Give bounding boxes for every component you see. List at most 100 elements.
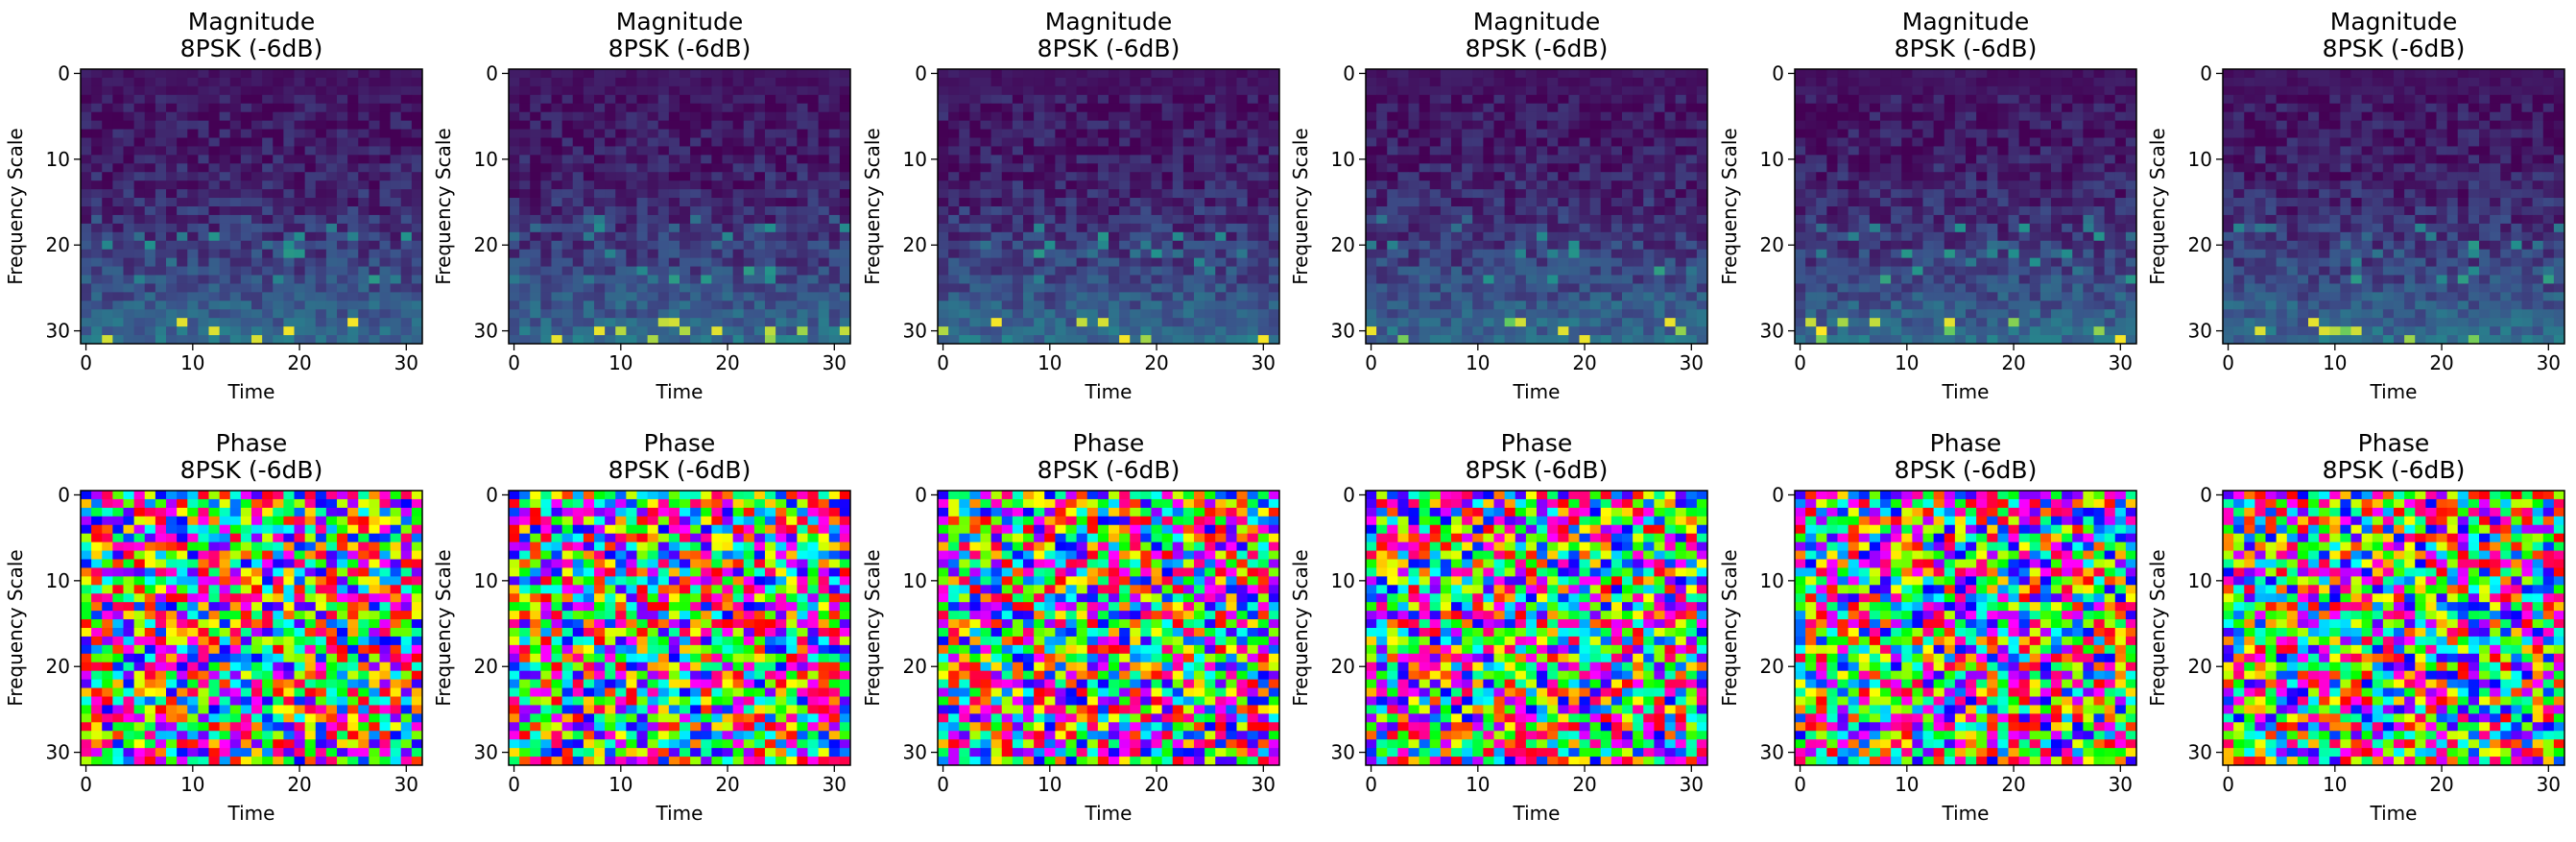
heatmap-cell [1044, 198, 1056, 207]
heatmap-cell [1537, 172, 1548, 181]
heatmap-cell [647, 335, 659, 345]
heatmap-cell [1622, 103, 1634, 113]
heatmap-cell [818, 77, 830, 87]
heatmap-cell [1109, 189, 1120, 199]
heatmap-cell [337, 137, 348, 147]
heatmap-cell [1044, 155, 1056, 164]
heatmap-cell [1654, 129, 1665, 138]
heatmap-cell [2125, 69, 2137, 79]
heatmap-cell [102, 189, 113, 199]
heatmap-cell [251, 163, 263, 173]
heatmap-cell [1600, 240, 1612, 251]
heatmap-cell [102, 137, 113, 147]
heatmap-cell [657, 163, 670, 173]
heatmap-cell [1366, 111, 1377, 122]
heatmap-cell [283, 163, 295, 173]
heatmap-cell [1012, 249, 1024, 259]
heatmap-cell [647, 94, 659, 105]
heatmap-cell [229, 292, 242, 301]
heatmap-cell [1891, 206, 1902, 216]
heatmap-cell [1987, 146, 1998, 156]
heatmap-cell [775, 283, 787, 293]
heatmap-cell [2104, 231, 2116, 242]
heatmap-cell [1805, 180, 1817, 190]
heatmap-cell [753, 266, 766, 276]
heatmap-cell [1826, 240, 1838, 251]
heatmap-cell [1869, 163, 1881, 173]
heatmap-cell [1622, 249, 1634, 259]
heatmap-cell [938, 129, 949, 138]
heatmap-cell [2104, 120, 2116, 130]
heatmap-cell [583, 198, 595, 207]
heatmap-cell [294, 240, 306, 251]
heatmap-cell [743, 155, 755, 164]
heatmap-cell [980, 198, 992, 207]
heatmap-cell [839, 240, 851, 251]
heatmap-cell [2029, 163, 2041, 173]
heatmap-cell [1944, 231, 1956, 242]
heatmap-cell [1119, 309, 1131, 319]
heatmap-cell [828, 214, 841, 225]
heatmap-cell [273, 146, 284, 156]
heatmap-cell [283, 275, 295, 284]
heatmap-cell [219, 266, 231, 276]
heatmap-cell [1130, 214, 1141, 225]
heatmap-cell [337, 189, 348, 199]
heatmap-cell [1654, 318, 1665, 327]
heatmap-cell [369, 103, 380, 113]
heatmap-cell [1610, 137, 1623, 147]
heatmap-cell [1161, 326, 1174, 336]
heatmap-cell [1944, 257, 1956, 267]
heatmap-cell [1023, 249, 1035, 259]
heatmap-cell [198, 163, 209, 173]
heatmap-cell [948, 111, 960, 122]
heatmap-cell [1622, 69, 1634, 79]
heatmap-cell [2029, 249, 2041, 259]
heatmap-cell [2018, 163, 2031, 173]
heatmap-cell [2008, 172, 2020, 181]
heatmap-cell [680, 257, 691, 267]
x-tick-label: 0 [937, 351, 949, 374]
heatmap-cell [561, 318, 574, 327]
heatmap-cell [583, 137, 595, 147]
heatmap-cell [701, 163, 712, 173]
heatmap-cell [102, 111, 113, 122]
heatmap-cell [668, 318, 680, 327]
heatmap-cell [1880, 69, 1892, 79]
heatmap-cell [219, 223, 231, 233]
heatmap-cell [1023, 129, 1035, 138]
heatmap-cell [1012, 223, 1024, 233]
heatmap-cell [839, 223, 851, 233]
heatmap-cell [969, 129, 981, 138]
heatmap-cell [1161, 292, 1174, 301]
heatmap-cell [1376, 77, 1388, 87]
heatmap-cell [668, 69, 680, 79]
heatmap-cell [325, 120, 338, 130]
heatmap-cell [1472, 85, 1484, 96]
heatmap-cell [1558, 198, 1569, 207]
heatmap-cell [208, 223, 221, 233]
heatmap-cell [229, 249, 242, 259]
heatmap-cell [1664, 309, 1677, 319]
heatmap-cell [1001, 189, 1014, 199]
heatmap-cell [229, 309, 242, 319]
heatmap-cell [2029, 266, 2041, 276]
heatmap-cell [1023, 180, 1035, 190]
heatmap-cell [198, 309, 209, 319]
heatmap-cell [1055, 198, 1066, 207]
heatmap-cell [1600, 309, 1612, 319]
heatmap-cell [1440, 240, 1452, 251]
heatmap-cell [1397, 111, 1409, 122]
heatmap-cell [315, 249, 327, 259]
heatmap-cell [1568, 129, 1580, 138]
heatmap-cell [177, 309, 188, 319]
heatmap-cell [166, 301, 178, 310]
heatmap-cell [1664, 172, 1677, 181]
heatmap-cell [711, 206, 723, 216]
heatmap-cell [1922, 206, 1935, 216]
heatmap-cell [1816, 198, 1827, 207]
heatmap-cell [208, 137, 221, 147]
heatmap-cell [722, 94, 734, 105]
heatmap-cell [1547, 77, 1559, 87]
heatmap-cell [1537, 266, 1548, 276]
